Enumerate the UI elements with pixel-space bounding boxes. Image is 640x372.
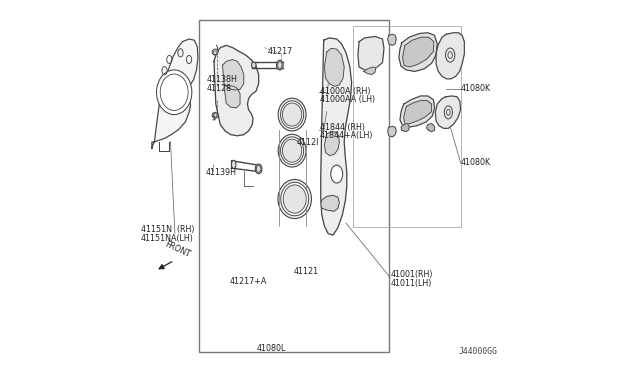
Text: 41080K: 41080K — [461, 84, 491, 93]
Text: 4112I: 4112I — [297, 138, 319, 147]
Text: 41000A (RH): 41000A (RH) — [320, 87, 371, 96]
Text: 41001(RH): 41001(RH) — [390, 270, 433, 279]
Ellipse shape — [278, 98, 306, 131]
Text: 41151NA(LH): 41151NA(LH) — [141, 234, 193, 243]
Polygon shape — [321, 38, 351, 235]
Polygon shape — [223, 60, 244, 90]
Text: 41151N  (RH): 41151N (RH) — [141, 225, 194, 234]
Text: 41011(LH): 41011(LH) — [390, 279, 432, 288]
Polygon shape — [435, 96, 461, 128]
Polygon shape — [152, 39, 198, 149]
Bar — [199, 20, 389, 352]
Ellipse shape — [278, 179, 312, 218]
Polygon shape — [321, 195, 339, 211]
Text: FRONT: FRONT — [163, 240, 191, 259]
Polygon shape — [401, 124, 410, 132]
Text: 41844 (RH): 41844 (RH) — [320, 123, 365, 132]
Circle shape — [212, 112, 218, 118]
Polygon shape — [388, 126, 396, 137]
Ellipse shape — [232, 160, 236, 169]
Text: 41217: 41217 — [267, 47, 292, 56]
Text: 41080K: 41080K — [461, 158, 491, 167]
Circle shape — [212, 49, 218, 55]
Polygon shape — [400, 96, 435, 127]
Ellipse shape — [278, 134, 306, 167]
Text: 41138H: 41138H — [207, 76, 237, 84]
Polygon shape — [403, 37, 434, 67]
Polygon shape — [214, 45, 259, 136]
Polygon shape — [388, 34, 396, 45]
Ellipse shape — [252, 62, 256, 68]
Ellipse shape — [157, 70, 192, 115]
Ellipse shape — [283, 185, 306, 213]
Polygon shape — [224, 86, 240, 108]
Ellipse shape — [282, 103, 302, 126]
Text: 41217+A: 41217+A — [230, 278, 268, 286]
Ellipse shape — [331, 165, 342, 183]
Text: 41128: 41128 — [207, 84, 232, 93]
Polygon shape — [324, 48, 344, 86]
Polygon shape — [364, 67, 376, 74]
Ellipse shape — [282, 139, 302, 162]
Text: 41000AA (LH): 41000AA (LH) — [320, 95, 375, 104]
Text: 41080L: 41080L — [257, 344, 286, 353]
Polygon shape — [399, 33, 437, 71]
Text: 41121: 41121 — [294, 267, 319, 276]
Text: 41844+A(LH): 41844+A(LH) — [320, 131, 374, 140]
Ellipse shape — [276, 60, 283, 70]
Ellipse shape — [280, 137, 303, 164]
Polygon shape — [358, 36, 384, 70]
Polygon shape — [436, 33, 465, 79]
Text: 41139H: 41139H — [206, 168, 237, 177]
Bar — [353, 26, 461, 227]
Polygon shape — [324, 132, 339, 155]
Ellipse shape — [280, 101, 303, 128]
Ellipse shape — [255, 164, 262, 174]
Text: J44000GG: J44000GG — [459, 347, 498, 356]
Polygon shape — [404, 100, 431, 124]
Polygon shape — [426, 124, 435, 132]
Ellipse shape — [281, 182, 308, 216]
